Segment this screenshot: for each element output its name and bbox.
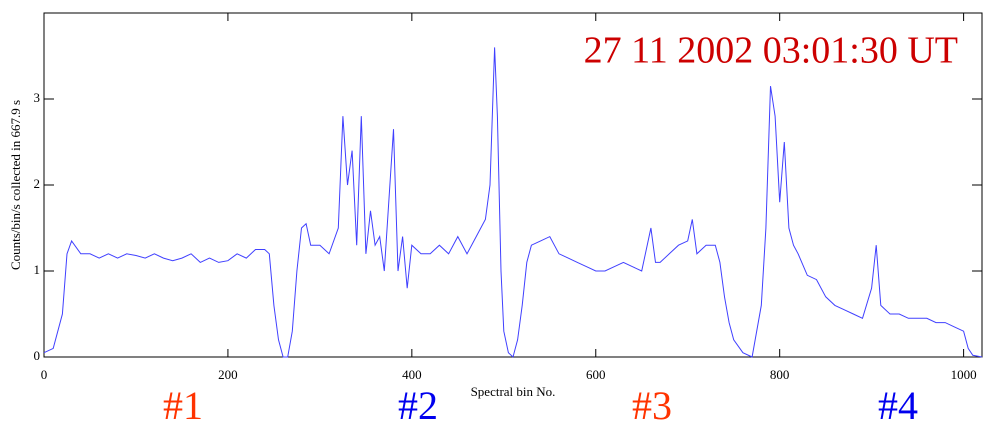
x-tick-label: 600: [586, 367, 606, 382]
region-label: #2: [398, 383, 438, 428]
y-axis-label: Counts/bin/s collected in 667.9 s: [8, 100, 23, 270]
region-label: #1: [163, 383, 203, 428]
y-tick-label: 0: [34, 348, 41, 363]
x-tick-label: 1000: [951, 367, 977, 382]
y-tick-label: 3: [34, 90, 41, 105]
spectrum-line: [43, 47, 983, 358]
chart-title: 27 11 2002 03:01:30 UT: [584, 30, 958, 72]
y-tick-label: 1: [34, 262, 41, 277]
region-label: #4: [878, 383, 918, 428]
y-tick-label: 2: [34, 176, 41, 191]
region-label: #3: [632, 383, 672, 428]
x-axis-label: Spectral bin No.: [471, 384, 556, 399]
x-tick-label: 800: [770, 367, 790, 382]
x-tick-label: 200: [218, 367, 238, 382]
x-tick-label: 0: [41, 367, 48, 382]
x-tick-label: 400: [402, 367, 422, 382]
